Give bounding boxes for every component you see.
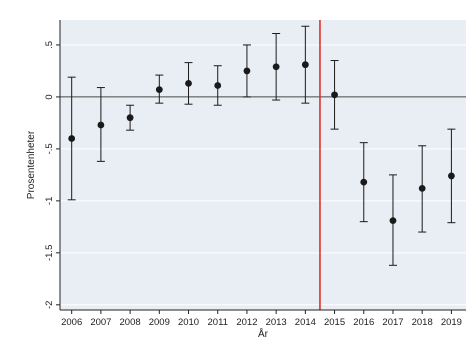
x-tick-label: 2007 <box>90 317 111 328</box>
x-tick-label: 2011 <box>208 317 228 328</box>
x-tick-label: 2016 <box>353 317 374 328</box>
x-tick-label: 2013 <box>266 317 287 328</box>
x-tick-label: 2015 <box>324 317 345 328</box>
x-tick-label: 2012 <box>236 317 257 328</box>
y-tick-label: 0 <box>44 94 55 99</box>
point-estimate <box>331 91 338 99</box>
point-estimate <box>360 178 368 186</box>
x-tick-label: 2017 <box>382 317 403 328</box>
y-axis-title: Prosentenheter <box>26 130 37 199</box>
y-tick-label: -2 <box>44 301 55 309</box>
point-estimates <box>68 61 455 225</box>
x-tick-label: 2010 <box>178 317 199 328</box>
y-tick-label: .5 <box>44 41 55 49</box>
point-estimate <box>185 80 192 87</box>
point-estimate <box>155 86 163 94</box>
axes <box>56 20 466 314</box>
x-axis-title: År <box>258 327 269 340</box>
point-estimate <box>447 172 455 180</box>
y-tick-label: -.5 <box>44 143 55 154</box>
point-estimate <box>243 67 251 75</box>
point-estimate <box>214 82 222 89</box>
point-estimate <box>68 135 76 142</box>
x-tick-label: 2008 <box>120 317 141 328</box>
point-estimate <box>389 217 397 225</box>
point-estimate <box>272 63 280 71</box>
point-estimate <box>97 121 105 129</box>
reference-lines <box>60 20 466 310</box>
point-estimate <box>126 114 134 122</box>
plot-background <box>60 20 466 310</box>
y-tick-label: -1.5 <box>44 245 55 261</box>
point-estimate <box>418 184 426 192</box>
axis-labels: .5 0 -.5 -1 -1.5 -2 2006 2007 2008 2009 2010 2011 20… <box>44 41 462 328</box>
x-tick-label: 2019 <box>441 317 462 328</box>
y-tick-label: -1 <box>44 197 55 205</box>
x-tick-label: 2018 <box>412 317 433 328</box>
point-estimate <box>301 61 309 69</box>
x-tick-label: 2009 <box>149 317 170 328</box>
x-tick-label: 2014 <box>295 317 316 328</box>
x-tick-label: 2006 <box>61 317 82 328</box>
